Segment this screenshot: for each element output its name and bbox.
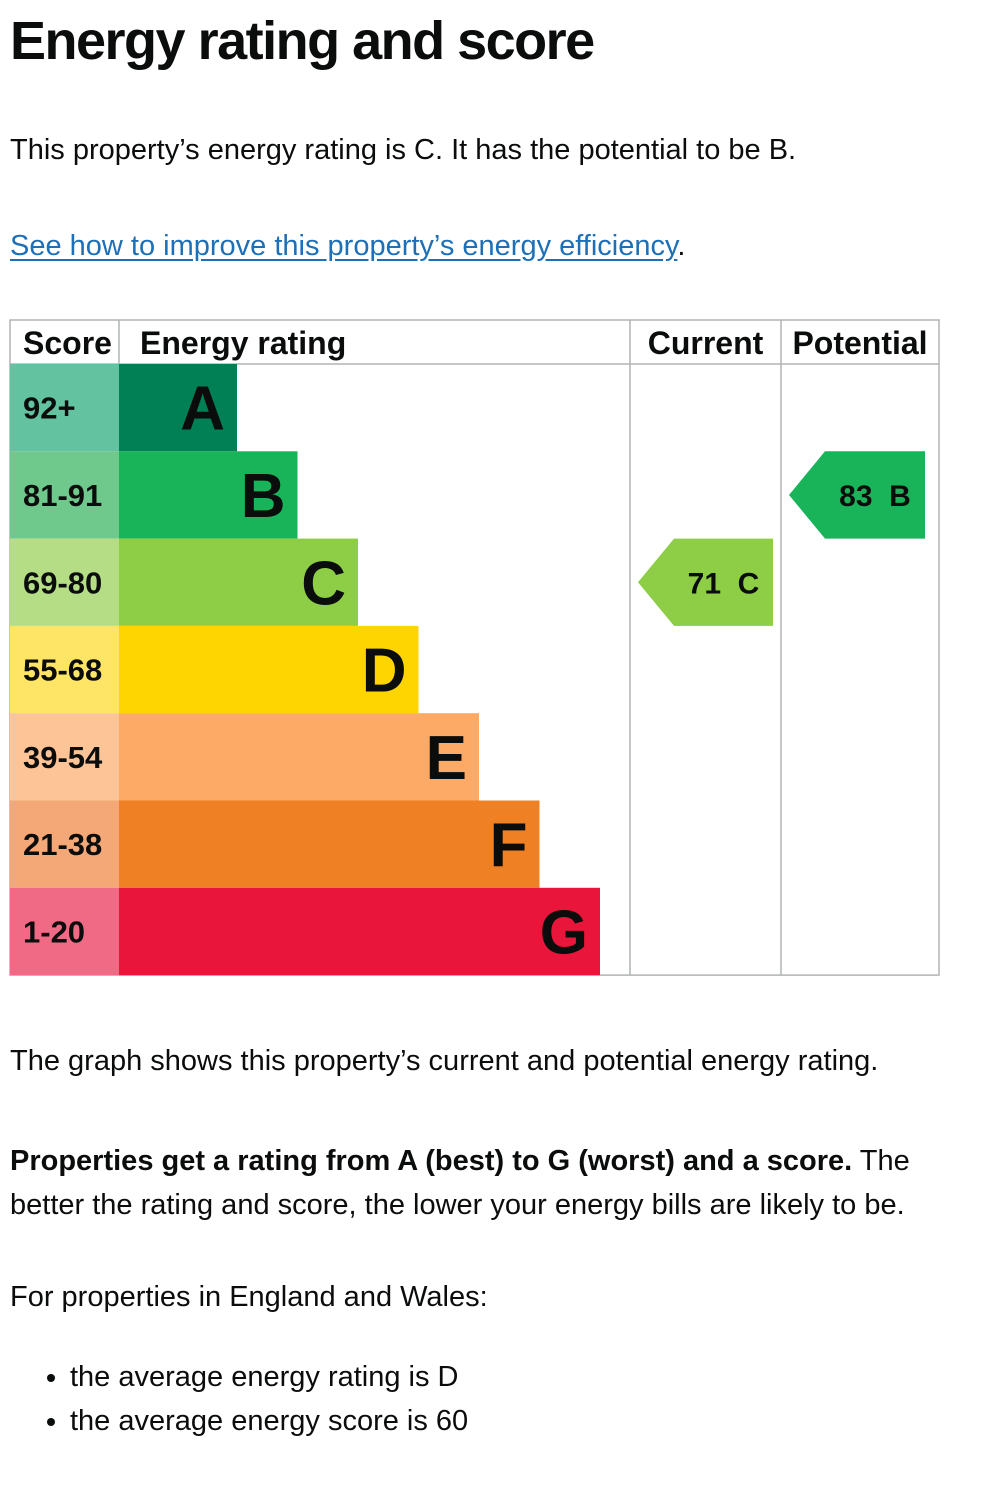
intro-text: This property’s energy rating is C. It h…: [10, 134, 797, 166]
rating-letter-f: F: [490, 811, 528, 880]
score-cell-a: [10, 364, 119, 452]
improve-link-suffix: .: [677, 230, 686, 262]
rating-explanation: Properties get a rating from A (best) to…: [10, 1139, 970, 1227]
score-cell-c: [10, 538, 119, 626]
current-rating-arrow: [638, 538, 773, 626]
average-score-item: the average energy score is 60: [70, 1399, 468, 1443]
rating-letter-e: E: [426, 724, 467, 793]
rating-bar-a: [119, 364, 237, 452]
score-range-g: 1-20: [23, 914, 85, 949]
score-cell-d: [10, 625, 119, 714]
page-title: Energy rating and score: [10, 11, 595, 71]
rating-letter-c: C: [301, 549, 346, 618]
header-potential: Potential: [792, 325, 927, 361]
chart-headers: Score Energy rating Current Potential: [23, 325, 928, 361]
potential-rating-label: 83 B: [839, 480, 911, 513]
energy-rating-chart: Score Energy rating Current Potential 92+ A 8…: [9, 319, 940, 976]
score-range-d: 55-68: [23, 653, 102, 688]
graph-description: The graph shows this property’s current …: [10, 1045, 879, 1077]
rating-letter-a: A: [180, 375, 225, 444]
rating-letter-g: G: [540, 898, 588, 967]
average-rating-item: the average energy rating is D: [70, 1355, 468, 1399]
rating-bar-c: [119, 538, 358, 626]
rating-bar-f: [119, 800, 540, 888]
score-cell-g: [10, 887, 119, 976]
score-cell-e: [10, 713, 119, 801]
rating-bar-g: [119, 887, 600, 976]
rating-bar-d: [119, 625, 419, 714]
improve-efficiency-link[interactable]: See how to improve this property’s energ…: [10, 230, 678, 262]
regions-intro: For properties in England and Wales:: [10, 1281, 488, 1313]
score-cell-f: [10, 800, 119, 888]
current-rating-label: 71 C: [688, 567, 760, 600]
rating-bar-e: [119, 713, 479, 801]
score-range-c: 69-80: [23, 565, 102, 600]
chart-bands: 92+ A 81-91 B 69-80 C 55-68 D 39-54 E 21-38 F 1-20 G: [10, 364, 600, 976]
score-cell-b: [10, 451, 119, 539]
score-range-f: 21-38: [23, 827, 102, 862]
rating-letter-b: B: [241, 462, 286, 531]
score-range-e: 39-54: [23, 740, 103, 775]
potential-rating-arrow: [789, 451, 925, 539]
header-energy-rating: Energy rating: [140, 325, 346, 361]
rating-explanation-rest: The better the rating and score, the low…: [10, 1145, 910, 1221]
score-range-a: 92+: [23, 391, 76, 426]
header-current: Current: [648, 325, 764, 361]
improve-line: See how to improve this property’s energ…: [10, 228, 685, 264]
rating-letter-d: D: [362, 637, 407, 706]
header-score: Score: [23, 325, 112, 361]
averages-list: the average energy rating is D the avera…: [0, 1355, 468, 1443]
rating-explanation-bold: Properties get a rating from A (best) to…: [10, 1145, 853, 1177]
rating-bar-b: [119, 451, 298, 539]
score-range-b: 81-91: [23, 478, 102, 513]
chart-markers: 71 C 83 B: [638, 451, 925, 626]
